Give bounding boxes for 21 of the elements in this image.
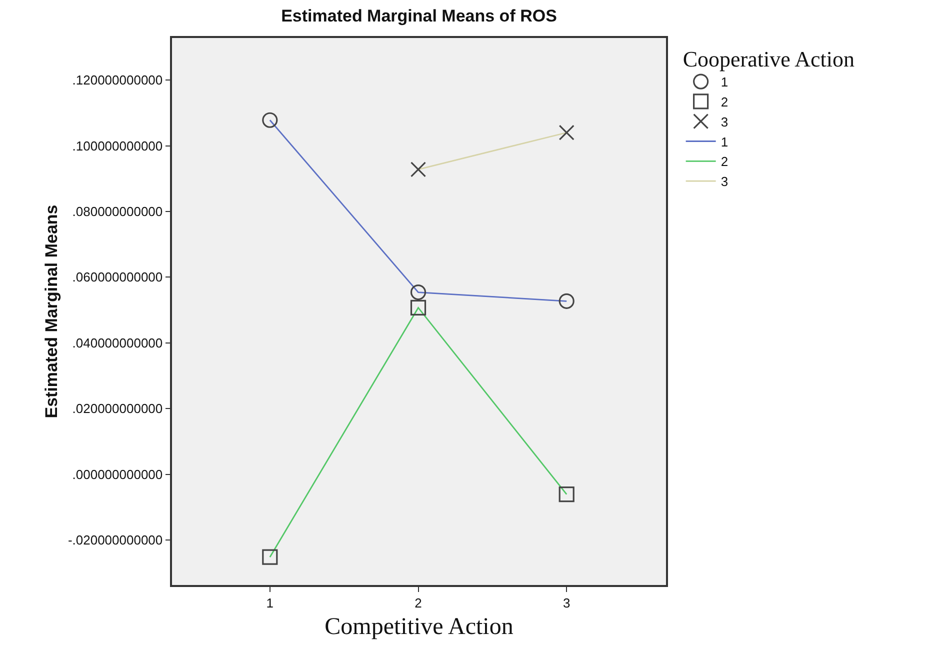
text: 1 xyxy=(720,74,728,90)
x-axis-title: Competitive Action xyxy=(324,614,514,640)
y-tick-label: -.020000000000 xyxy=(68,532,163,548)
chart-title: Estimated Marginal Means of ROS xyxy=(281,6,557,26)
legend-label: 1 xyxy=(720,134,728,150)
y-tick-label: .080000000000 xyxy=(72,204,163,220)
legend-label: 2 xyxy=(720,154,728,170)
x-tick-label: 3 xyxy=(562,595,570,610)
text: 3 xyxy=(720,174,728,190)
text: 2 xyxy=(720,94,728,110)
x-tick-label: 2 xyxy=(414,595,422,610)
y-tick-label: .100000000000 xyxy=(72,138,163,154)
x-tick-label: 1 xyxy=(266,595,274,610)
y-axis-title: Estimated Marginal Means xyxy=(42,204,61,418)
y-tick-label: .120000000000 xyxy=(72,72,163,88)
y-tick-label: .020000000000 xyxy=(72,401,163,416)
y-tick-label: .060000000000 xyxy=(72,270,163,285)
y-tick-label: .040000000000 xyxy=(72,335,163,350)
legend-title: Cooperative Action xyxy=(682,46,855,72)
legend-label: 3 xyxy=(720,114,728,130)
y-tick-label: .000000000000 xyxy=(72,466,163,482)
